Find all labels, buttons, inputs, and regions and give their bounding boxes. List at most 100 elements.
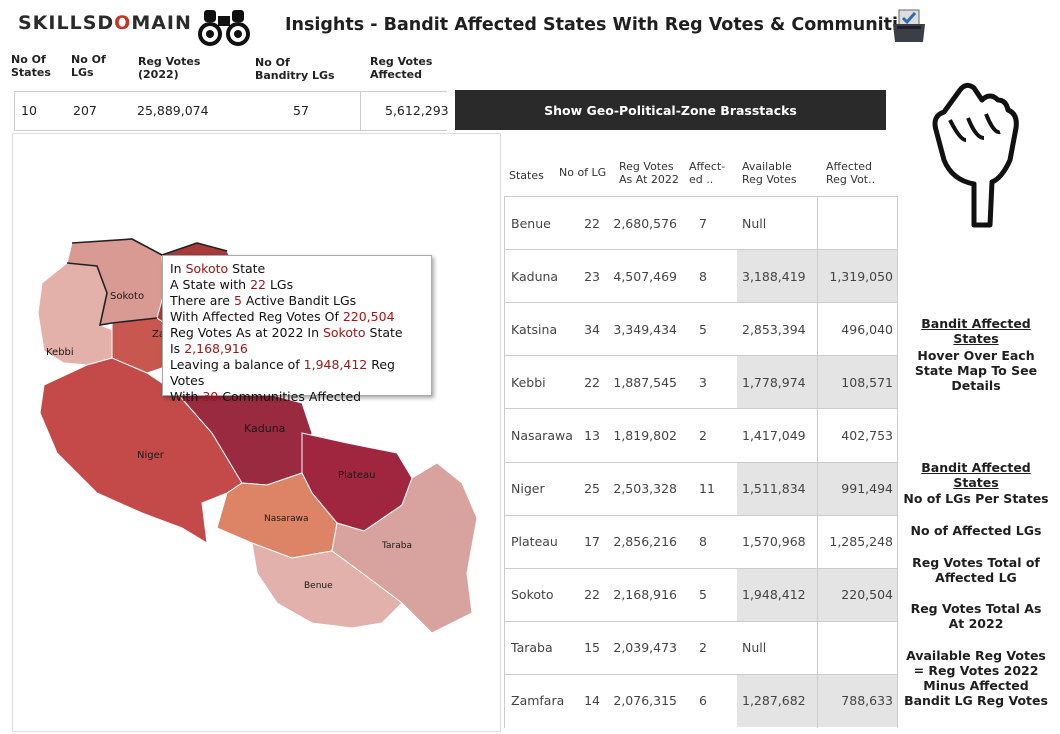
table-row[interactable]: Zamfara 14 2,076,315 6 1,287,682 788,633	[504, 673, 897, 727]
cell-affv: 220,504	[841, 587, 893, 603]
cell-state: Katsina	[511, 321, 558, 337]
kpi-value-reg-votes: 25,889,074	[137, 103, 209, 118]
cell-lg: 14	[584, 693, 600, 709]
available-cell-bg	[737, 568, 817, 621]
tooltip-line: A State with 22 LGs	[170, 277, 294, 292]
affected-cell-bg	[817, 674, 897, 727]
table-row[interactable]: Kaduna 23 4,507,469 8 3,188,419 1,319,050	[504, 249, 897, 303]
map-label-plateau: Plateau	[338, 470, 375, 481]
cell-state: Plateau	[511, 534, 558, 550]
logo-text: SKILLSDOMAIN	[18, 12, 192, 34]
table-row[interactable]: Taraba 15 2,039,473 2 Null	[504, 620, 897, 674]
cell-lg: 25	[584, 481, 600, 497]
kpi-value-states: 10	[21, 103, 37, 118]
cell-lg: 23	[584, 268, 600, 284]
kpi-row	[14, 91, 447, 131]
map-label-kaduna: Kaduna	[244, 422, 285, 435]
kpi-value-bandit-lgs: 57	[293, 103, 309, 118]
available-cell-bg	[737, 674, 817, 727]
cell-state: Benue	[511, 215, 551, 231]
cell-affv: 1,319,050	[829, 268, 893, 284]
table-header-aff-votes: Affected Reg Vot..	[826, 160, 876, 186]
legend-available-formula: Available Reg Votes = Reg Votes 2022 Min…	[904, 648, 1048, 708]
table-header-reg: Reg Votes As At 2022	[619, 160, 679, 186]
map-label-sokoto: Sokoto	[110, 291, 144, 302]
legend-affected-lgs: No of Affected LGs	[910, 523, 1042, 538]
cell-affv: 402,753	[841, 427, 893, 443]
map-tooltip: In Sokoto State A State with 22 LGs Ther…	[162, 255, 432, 404]
cell-avail: 1,778,974	[742, 374, 806, 390]
cell-avail: 1,417,049	[742, 427, 806, 443]
side-heading-1: Bandit Affected States	[921, 316, 1031, 346]
cell-reg: 1,887,545	[613, 374, 677, 390]
affected-cell-bg	[817, 356, 897, 409]
cell-lg: 22	[584, 374, 600, 390]
cell-aff: 5	[699, 587, 707, 603]
map-label-kebbi: Kebbi	[46, 347, 74, 358]
states-map: Sokoto Kebbi Za Niger Kaduna Plateau Nas…	[12, 133, 499, 734]
cell-aff: 7	[699, 215, 707, 231]
map-state-niger[interactable]	[39, 357, 243, 544]
table-row[interactable]: Kebbi 22 1,887,545 3 1,778,974 108,571	[504, 355, 897, 409]
kpi-value-affected: 5,612,293	[385, 103, 449, 118]
table-row[interactable]: Niger 25 2,503,328 11 1,511,834 991,494	[504, 461, 897, 515]
logo-accent-letter: O	[114, 12, 132, 34]
cell-affv: 991,494	[841, 481, 893, 497]
cell-aff: 11	[699, 481, 715, 497]
cell-avail: Null	[742, 215, 767, 231]
side-heading-2: Bandit Affected States	[921, 460, 1031, 490]
kpi-value-lgs: 207	[73, 103, 97, 118]
affected-cell-bg	[817, 462, 897, 515]
pointing-hand-icon	[930, 80, 1022, 234]
cell-avail: 1,287,682	[742, 693, 806, 709]
cell-affv: 1,285,248	[829, 534, 893, 550]
show-geo-zone-button[interactable]: Show Geo-Political-Zone Brasstacks	[455, 90, 886, 130]
cell-reg: 1,819,802	[613, 427, 677, 443]
kpi-header-lgs: No Of LGs	[71, 53, 106, 79]
table-header-available: Available Reg Votes	[742, 160, 797, 186]
cell-lg: 22	[584, 587, 600, 603]
map-state-benue[interactable]	[251, 542, 403, 629]
cell-lg: 22	[584, 215, 600, 231]
cell-reg: 3,349,434	[613, 321, 677, 337]
tooltip-line: Leaving a balance of 1,948,412 Reg Votes	[170, 357, 395, 388]
cell-lg: 15	[584, 640, 600, 656]
cell-avail: 1,948,412	[742, 587, 806, 603]
map-label-benue: Benue	[304, 581, 333, 591]
cell-affv: 788,633	[841, 693, 893, 709]
table-divider	[897, 196, 898, 728]
table-row[interactable]: Benue 22 2,680,576 7 Null	[504, 196, 897, 249]
table-header-states: States	[509, 169, 544, 182]
cell-aff: 8	[699, 268, 707, 284]
table-divider	[817, 196, 818, 728]
legend-reg-votes-2022: Reg Votes Total As At 2022	[910, 601, 1042, 631]
legend-lgs-per-state: No of LGs Per States	[903, 491, 1049, 506]
table-row[interactable]: Sokoto 22 2,168,916 5 1,948,412 220,504	[504, 567, 897, 621]
cell-reg: 2,076,315	[613, 693, 677, 709]
cell-aff: 8	[699, 534, 707, 550]
tooltip-line: There are 5 Active Bandit LGs	[170, 293, 357, 308]
table-row[interactable]: Katsina 34 3,349,434 5 2,853,394 496,040	[504, 302, 897, 355]
cell-aff: 3	[699, 374, 707, 390]
kpi-divider	[360, 91, 361, 131]
available-cell-bg	[737, 356, 817, 409]
map-label-nasarawa: Nasarawa	[264, 514, 309, 524]
cell-reg: 2,856,216	[613, 534, 677, 550]
cell-avail: 1,570,968	[742, 534, 806, 550]
map-label-niger: Niger	[137, 450, 165, 461]
cell-state: Zamfara	[511, 693, 565, 709]
cell-avail: 3,188,419	[742, 268, 806, 284]
cell-affv: 108,571	[841, 374, 893, 390]
ballot-box-icon	[891, 8, 927, 48]
cell-state: Kebbi	[511, 374, 546, 390]
table-row[interactable]: Nasarawa 13 1,819,802 2 1,417,049 402,753	[504, 408, 897, 461]
binoculars-icon	[196, 6, 252, 52]
cell-aff: 2	[699, 427, 707, 443]
map-label-taraba: Taraba	[381, 541, 412, 551]
cell-aff: 2	[699, 640, 707, 656]
table-row[interactable]: Plateau 17 2,856,216 8 1,570,968 1,285,248	[504, 514, 897, 568]
brand-logo: SKILLSDOMAIN	[18, 12, 192, 34]
affected-cell-bg	[817, 568, 897, 621]
cell-reg: 2,039,473	[613, 640, 677, 656]
cell-lg: 13	[584, 427, 600, 443]
